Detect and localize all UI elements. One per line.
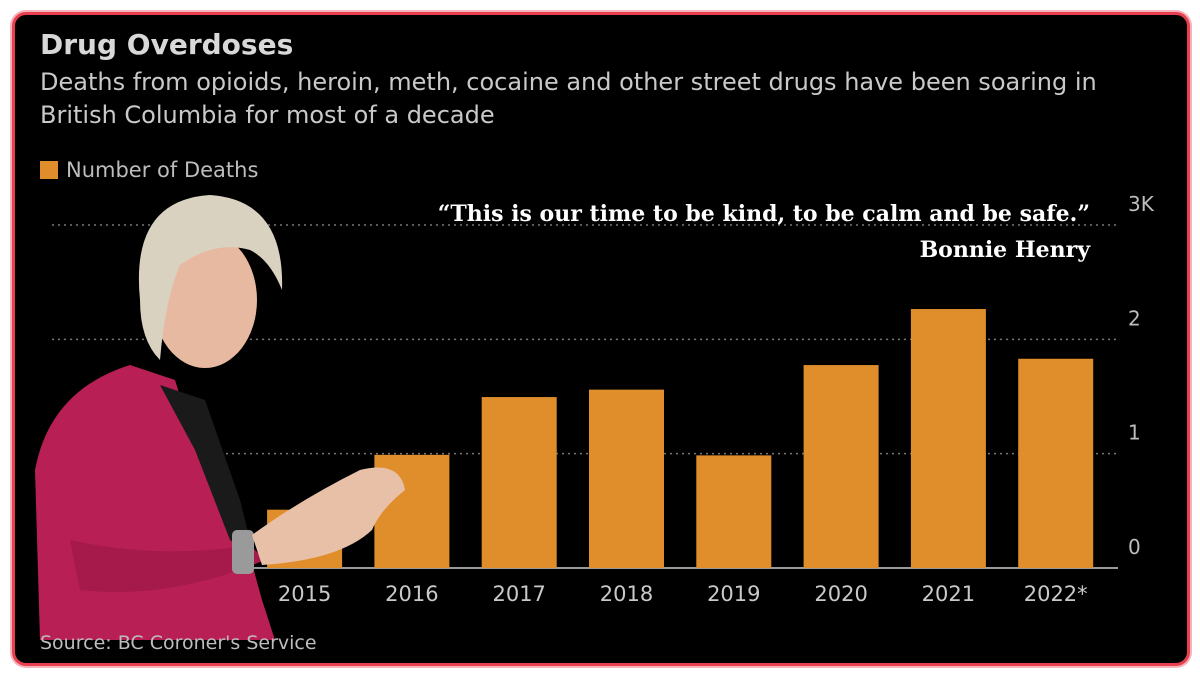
quote-text: “This is our time to be kind, to be calm…	[437, 201, 1090, 227]
legend-swatch	[40, 161, 58, 179]
bar-2018	[589, 389, 664, 568]
chart-subtitle: Deaths from opioids, heroin, meth, cocai…	[40, 68, 1097, 129]
chart-title: Drug Overdoses	[40, 28, 294, 61]
x-tick-label: 2021	[922, 582, 975, 606]
quote-overlay: “This is our time to be kind, to be calm…	[438, 196, 1090, 268]
bar-2019	[696, 455, 772, 568]
legend-label: Number of Deaths	[66, 158, 259, 182]
x-tick-label: 2015	[278, 582, 331, 606]
hand	[252, 467, 405, 565]
quote-attribution: Bonnie Henry	[919, 237, 1090, 263]
arm	[70, 540, 265, 592]
legend: Number of Deaths	[40, 158, 258, 182]
watch	[232, 530, 254, 574]
y-tick-label: 3K	[1128, 192, 1155, 216]
x-tick-label: 2022*	[1024, 582, 1088, 606]
y-tick-label: 0	[1128, 535, 1141, 559]
x-tick-label: 2016	[385, 582, 438, 606]
source-note: Source: BC Coroner's Service	[40, 632, 317, 654]
bar-2020	[803, 365, 879, 568]
x-tick-label: 2019	[707, 582, 760, 606]
bar-2022	[1018, 358, 1094, 568]
x-tick-label: 2020	[814, 582, 867, 606]
bar-2017	[481, 397, 557, 568]
y-tick-label: 1	[1128, 421, 1141, 445]
x-tick-label: 2017	[492, 582, 545, 606]
speaker-photo	[35, 195, 405, 640]
bar-2021	[910, 309, 986, 568]
shirt	[160, 385, 255, 560]
hair	[138, 195, 283, 360]
x-tick-label: 2018	[600, 582, 653, 606]
y-tick-label: 2	[1128, 306, 1141, 330]
